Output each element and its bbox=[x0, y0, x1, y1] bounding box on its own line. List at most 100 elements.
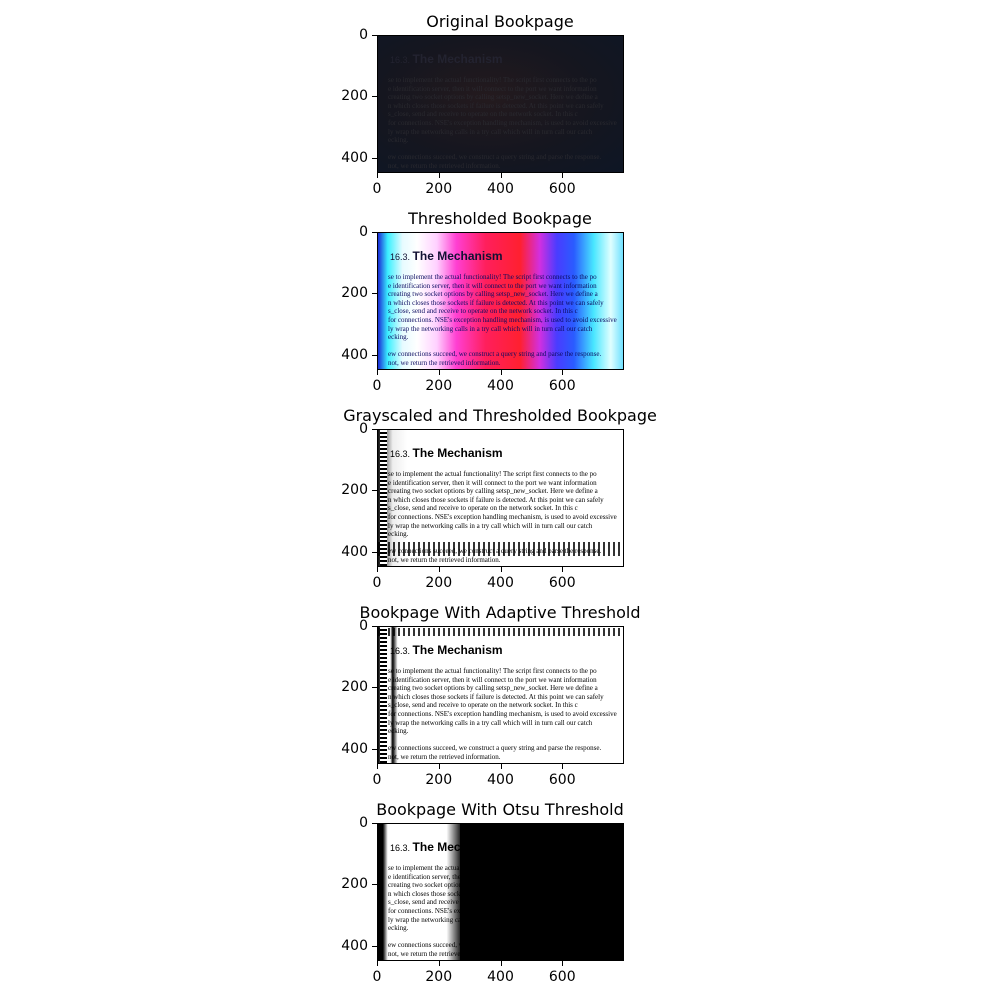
heading-title: The Mechanism bbox=[412, 249, 503, 263]
heading-title: The Mechanism bbox=[412, 52, 503, 66]
page-body-text: se to implement the actual functionality… bbox=[388, 667, 623, 762]
text-line: for connections. NSE's exception handlin… bbox=[388, 512, 617, 521]
subplot-adaptive: Bookpage With Adaptive Threshold 16.3. Th… bbox=[0, 591, 1000, 788]
text-line: ecking. bbox=[388, 924, 409, 933]
heading-number: 16.3. bbox=[390, 843, 413, 853]
bookpage-image: se to implement the actual functionality… bbox=[377, 823, 624, 961]
heading-number: 16.3. bbox=[390, 55, 413, 65]
text-line: ly wrap the networking calls in a try ca… bbox=[388, 127, 593, 136]
x-tick-mark bbox=[438, 764, 440, 769]
y-tick-mark bbox=[372, 354, 377, 356]
y-tick-label: 400 bbox=[341, 346, 368, 363]
x-tick-mark bbox=[377, 961, 378, 966]
subplot-threshold: Thresholded Bookpage 16.3. The Mechanism s… bbox=[0, 197, 1000, 394]
page-heading: 16.3. The Mechanism bbox=[390, 52, 503, 66]
text-line: s_close, send and receive to operate on … bbox=[388, 701, 578, 710]
text-line: creating two socket options by calling s… bbox=[388, 290, 598, 299]
text-line bbox=[388, 145, 623, 154]
y-tick-label: 200 bbox=[341, 88, 368, 105]
x-tick-mark bbox=[438, 567, 440, 572]
x-tick-label: 0 bbox=[372, 772, 382, 788]
x-tick-mark bbox=[500, 567, 502, 572]
text-line: not, we return the retrieved information… bbox=[388, 555, 501, 564]
subplot-title: Bookpage With Otsu Threshold bbox=[376, 800, 624, 819]
left-edge-noise bbox=[380, 627, 387, 763]
x-tick-mark bbox=[562, 961, 564, 966]
page-body-text: se to implement the actual functionality… bbox=[388, 76, 623, 171]
text-line: ew connections succeed, we construct a q… bbox=[388, 153, 602, 162]
x-tick-label: 400 bbox=[487, 181, 514, 197]
y-tick-mark bbox=[372, 626, 377, 627]
x-tick-label: 200 bbox=[425, 969, 453, 985]
subplot-gray_threshold: Grayscaled and Thresholded Bookpage 16.3.… bbox=[0, 394, 1000, 591]
noise-band bbox=[378, 542, 623, 556]
x-tick-mark bbox=[377, 370, 378, 375]
text-line: not, we return the retrieved information… bbox=[388, 161, 501, 170]
x-tick-label: 0 bbox=[372, 181, 382, 197]
x-tick-label: 200 bbox=[425, 575, 453, 591]
heading-title: The Mechanism bbox=[412, 446, 503, 460]
text-line: n which closes those sockets if failure … bbox=[388, 298, 604, 307]
x-tick-mark bbox=[500, 764, 502, 769]
x-tick-label: 400 bbox=[487, 772, 514, 788]
text-line: se to implement the actual functionality… bbox=[388, 273, 597, 281]
x-tick-mark bbox=[377, 173, 378, 178]
text-line: se to implement the actual functionality… bbox=[388, 667, 597, 675]
text-line: for connections. NSE's exception handlin… bbox=[388, 315, 617, 324]
page-body-text: se to implement the actual functionality… bbox=[388, 273, 623, 368]
x-tick-label: 0 bbox=[372, 969, 382, 985]
y-tick-label: 200 bbox=[341, 285, 368, 302]
x-tick-label: 400 bbox=[487, 378, 514, 394]
x-tick-mark bbox=[562, 764, 564, 769]
text-line: ly wrap the networking calls in a try ca… bbox=[388, 521, 593, 530]
x-tick-mark bbox=[562, 173, 564, 178]
text-line: s_close, send and receive to operate on … bbox=[388, 110, 578, 119]
y-tick-label: 0 bbox=[359, 421, 368, 437]
x-tick-mark bbox=[562, 567, 564, 572]
text-line: ly wrap the networking calls in a try ca… bbox=[388, 718, 593, 727]
x-tick-label: 200 bbox=[425, 378, 453, 394]
text-line: not, we return the retrieved information… bbox=[388, 358, 501, 367]
text-line: ew connections succeed, we construct a q… bbox=[388, 350, 602, 359]
y-tick-mark bbox=[372, 945, 377, 947]
subplot-title: Bookpage With Adaptive Threshold bbox=[359, 603, 641, 622]
subplot-otsu: Bookpage With Otsu Threshold se to implem… bbox=[0, 788, 1000, 985]
x-tick-mark bbox=[500, 370, 502, 375]
x-tick-label: 0 bbox=[372, 378, 382, 394]
subplot-title: Original Bookpage bbox=[426, 12, 574, 31]
left-edge-noise bbox=[380, 430, 387, 566]
text-line bbox=[388, 342, 623, 351]
y-tick-label: 400 bbox=[341, 149, 368, 166]
y-tick-label: 200 bbox=[341, 482, 368, 499]
x-tick-label: 600 bbox=[548, 772, 576, 788]
y-tick-mark bbox=[372, 429, 377, 430]
x-tick-label: 200 bbox=[425, 772, 453, 788]
text-line: e identification server, then it will co… bbox=[388, 84, 597, 93]
text-line: e identification server, then it will co… bbox=[388, 281, 597, 290]
y-tick-label: 400 bbox=[341, 543, 368, 560]
y-tick-mark bbox=[372, 35, 377, 36]
y-tick-label: 400 bbox=[341, 937, 368, 954]
bookpage-image: 16.3. The Mechanism se to implement the a… bbox=[377, 429, 624, 567]
text-line: ew connections succeed, we construct a q… bbox=[388, 744, 602, 753]
text-line: not, we return the retrieved information… bbox=[388, 752, 501, 761]
text-line: e identification server, then it will co… bbox=[388, 478, 597, 487]
text-line: not, we return the retrieved information… bbox=[388, 949, 501, 958]
page-heading: 16.3. The Mechanism bbox=[390, 840, 503, 854]
text-line: ecking. bbox=[388, 530, 409, 539]
y-tick-mark bbox=[372, 551, 377, 553]
text-line: creating two socket options by calling s… bbox=[388, 93, 598, 102]
text-line: n which closes those sockets if failure … bbox=[388, 495, 604, 504]
text-line bbox=[388, 736, 623, 745]
y-tick-mark bbox=[372, 157, 377, 159]
x-tick-mark bbox=[438, 370, 440, 375]
y-tick-mark bbox=[372, 293, 377, 295]
y-tick-label: 0 bbox=[359, 224, 368, 240]
y-tick-label: 0 bbox=[359, 815, 368, 831]
text-line: se to implement the actual functionality… bbox=[388, 470, 597, 478]
text-line: s_close, send and receive to operate on … bbox=[388, 307, 578, 316]
y-tick-label: 0 bbox=[359, 27, 368, 43]
x-tick-mark bbox=[438, 961, 440, 966]
text-line: for connections. NSE's exception handlin… bbox=[388, 709, 617, 718]
x-tick-label: 400 bbox=[487, 969, 514, 985]
